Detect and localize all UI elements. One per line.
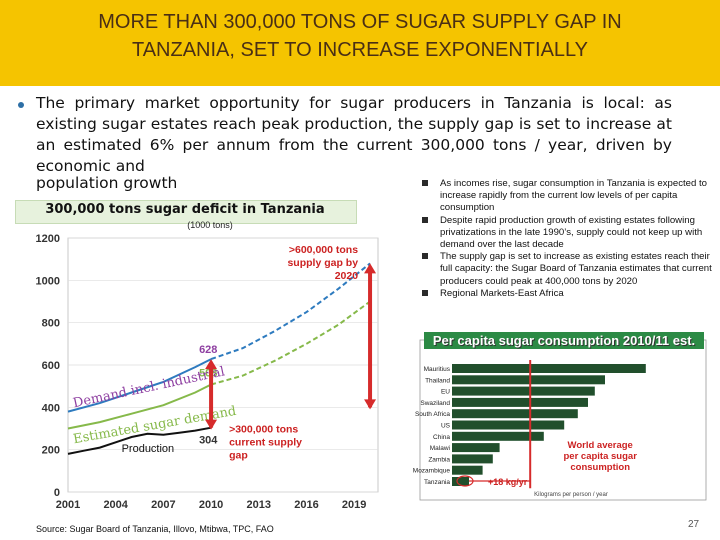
square-bullet-icon <box>422 289 428 296</box>
per-capita-chart: Mauritius Thailand EU Swaziland South Africa… <box>413 339 707 501</box>
bar <box>452 375 605 385</box>
intro-paragraph-last-line: population growth <box>36 174 178 192</box>
value-label-628: 628 <box>199 344 217 356</box>
current-gap-arrow-tail <box>205 419 218 430</box>
category-label: EU <box>441 389 450 396</box>
category-label: Tanzania <box>424 479 450 486</box>
y-tick-label: 0 <box>54 487 60 499</box>
x-tick-label: 2004 <box>103 499 128 511</box>
category-label: Malawi <box>430 445 450 452</box>
slide-title: MORE THAN 300,000 TONS OF SUGAR SUPPLY G… <box>40 8 680 64</box>
category-label: Zambia <box>428 456 450 463</box>
tanzania-highlight <box>456 475 474 487</box>
square-bullet-icon <box>422 253 428 260</box>
bullet-text: As incomes rise, sugar consumption in Ta… <box>440 178 707 214</box>
bar <box>452 443 500 453</box>
x-tick-label: 2001 <box>56 499 80 511</box>
y-tick-label: 800 <box>42 318 60 330</box>
bar <box>452 431 544 441</box>
bar <box>452 477 469 486</box>
future-gap-label: >600,000 tons <box>289 244 358 256</box>
current-gap-label: gap <box>229 450 248 462</box>
title-line-2: TANZANIA, SET TO INCREASE EXPONENTIALLY <box>131 39 589 61</box>
gap-label: +18 kg/yr <box>488 477 528 487</box>
future-gap-label: 2020 <box>335 270 359 282</box>
category-label: Mauritius <box>424 366 451 373</box>
world-average-label: World average <box>568 440 633 451</box>
x-tick-label: 2013 <box>247 499 271 511</box>
current-gap-label: >300,000 tons <box>229 424 298 436</box>
value-label-304: 304 <box>199 435 218 447</box>
demand-industrial-line <box>67 358 212 413</box>
y-tick-label: 1200 <box>36 233 60 245</box>
category-label: Swaziland <box>420 400 450 407</box>
current-gap-arrow-head <box>205 359 218 370</box>
source-note: Source: Sugar Board of Tanzania, Illovo,… <box>36 524 274 534</box>
intro-paragraph: The primary market opportunity for sugar… <box>36 94 672 175</box>
square-bullet-icon <box>422 180 428 186</box>
per-capita-chart-title: Per capita sugar consumption 2010/11 est… <box>424 332 704 349</box>
supply-gap-chart: 0 200 400 600 800 1000 1200 2001 2004 2007 2010 201… <box>36 233 379 511</box>
bar <box>452 397 588 407</box>
category-label: Thailand <box>425 377 450 384</box>
bar <box>452 386 595 396</box>
bullet-item: Regional Markets-East Africa <box>418 288 714 300</box>
chart-title: 300,000 tons sugar deficit in Tanzania <box>45 202 325 217</box>
world-average-label: per capita sugar <box>564 451 638 462</box>
bullet-item: The supply gap is set to increase as exi… <box>418 251 714 288</box>
y-tick-label: 600 <box>42 360 60 372</box>
bullet-dot-icon <box>18 102 24 108</box>
bullet-item: Despite rapid production growth of exist… <box>418 215 714 252</box>
title-line-1: MORE THAN 300,000 TONS OF SUGAR SUPPLY G… <box>98 11 622 33</box>
y-tick-label: 200 <box>42 445 60 457</box>
page-number: 27 <box>688 519 700 530</box>
x-tick-label: 2010 <box>199 499 223 511</box>
demand-industrial-line-projection <box>210 262 371 361</box>
bar <box>452 420 565 430</box>
current-gap-label: current supply <box>229 437 302 449</box>
estimated-demand-line-projection <box>210 300 371 386</box>
chart-title-background <box>15 200 357 224</box>
y-tick-label: 1000 <box>36 275 60 287</box>
future-gap-arrow-tail <box>364 399 377 410</box>
bullet-text: Despite rapid production growth of exist… <box>440 214 703 251</box>
bar <box>452 465 483 475</box>
x-tick-label: 2019 <box>342 499 366 511</box>
x-tick-label: 2007 <box>151 499 175 511</box>
chart-subtitle: (1000 tons) <box>187 220 233 230</box>
bullet-list: As incomes rise, sugar consumption in Ta… <box>418 178 714 300</box>
bar <box>452 364 646 373</box>
category-label: US <box>441 423 451 430</box>
production-line <box>67 426 212 455</box>
estimated-demand-line <box>67 383 212 430</box>
x-tick-label: 2016 <box>294 499 318 511</box>
bullet-text: The supply gap is set to increase as exi… <box>440 251 712 287</box>
y-tick-label: 400 <box>42 402 60 414</box>
x-axis-label: Kilograms per person / year <box>534 492 608 498</box>
category-label: Mozambique <box>413 468 451 475</box>
bar <box>452 409 578 419</box>
world-average-label: consumption <box>570 462 630 473</box>
future-gap-label: supply gap by <box>287 257 358 269</box>
bar <box>452 454 493 464</box>
bullet-item: As incomes rise, sugar consumption in Ta… <box>418 178 714 215</box>
category-label: South Africa <box>415 411 450 418</box>
production-label: Production <box>122 443 175 455</box>
future-gap-arrow-head <box>364 263 377 274</box>
square-bullet-icon <box>422 216 428 223</box>
category-label: China <box>433 434 450 441</box>
bullet-text: Regional Markets-East Africa <box>440 287 564 299</box>
title-bar <box>0 0 720 86</box>
